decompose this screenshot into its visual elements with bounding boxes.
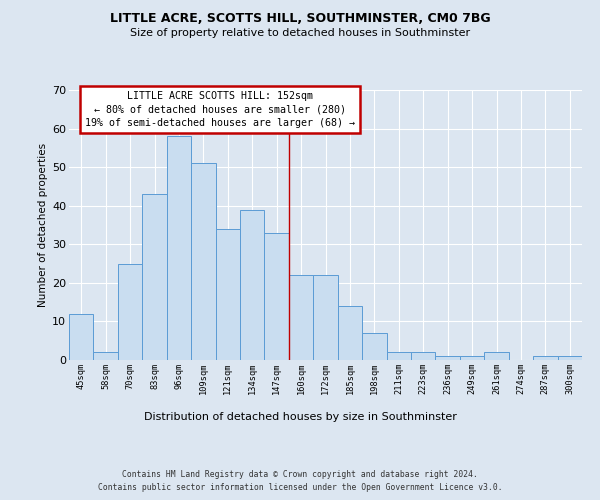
Text: Contains public sector information licensed under the Open Government Licence v3: Contains public sector information licen… (98, 482, 502, 492)
Bar (215, 229, 240, 360)
Bar (265, 232, 289, 360)
Bar (289, 275, 313, 360)
Bar (118, 264, 142, 360)
Bar (240, 210, 265, 360)
Bar (94, 352, 118, 360)
Bar (533, 356, 557, 360)
Bar (484, 352, 509, 360)
Bar (167, 136, 191, 360)
Text: LITTLE ACRE, SCOTTS HILL, SOUTHMINSTER, CM0 7BG: LITTLE ACRE, SCOTTS HILL, SOUTHMINSTER, … (110, 12, 490, 26)
Text: Contains HM Land Registry data © Crown copyright and database right 2024.: Contains HM Land Registry data © Crown c… (122, 470, 478, 479)
Bar (313, 275, 338, 360)
Bar (362, 333, 386, 360)
Bar (142, 194, 167, 360)
Bar (557, 356, 582, 360)
Bar (460, 356, 484, 360)
Bar (411, 352, 436, 360)
Text: LITTLE ACRE SCOTTS HILL: 152sqm
← 80% of detached houses are smaller (280)
19% o: LITTLE ACRE SCOTTS HILL: 152sqm ← 80% of… (85, 92, 355, 128)
Text: Size of property relative to detached houses in Southminster: Size of property relative to detached ho… (130, 28, 470, 38)
Bar (191, 164, 215, 360)
Text: Distribution of detached houses by size in Southminster: Distribution of detached houses by size … (143, 412, 457, 422)
Bar (338, 306, 362, 360)
Bar (436, 356, 460, 360)
Y-axis label: Number of detached properties: Number of detached properties (38, 143, 48, 307)
Bar (386, 352, 411, 360)
Bar (69, 314, 94, 360)
